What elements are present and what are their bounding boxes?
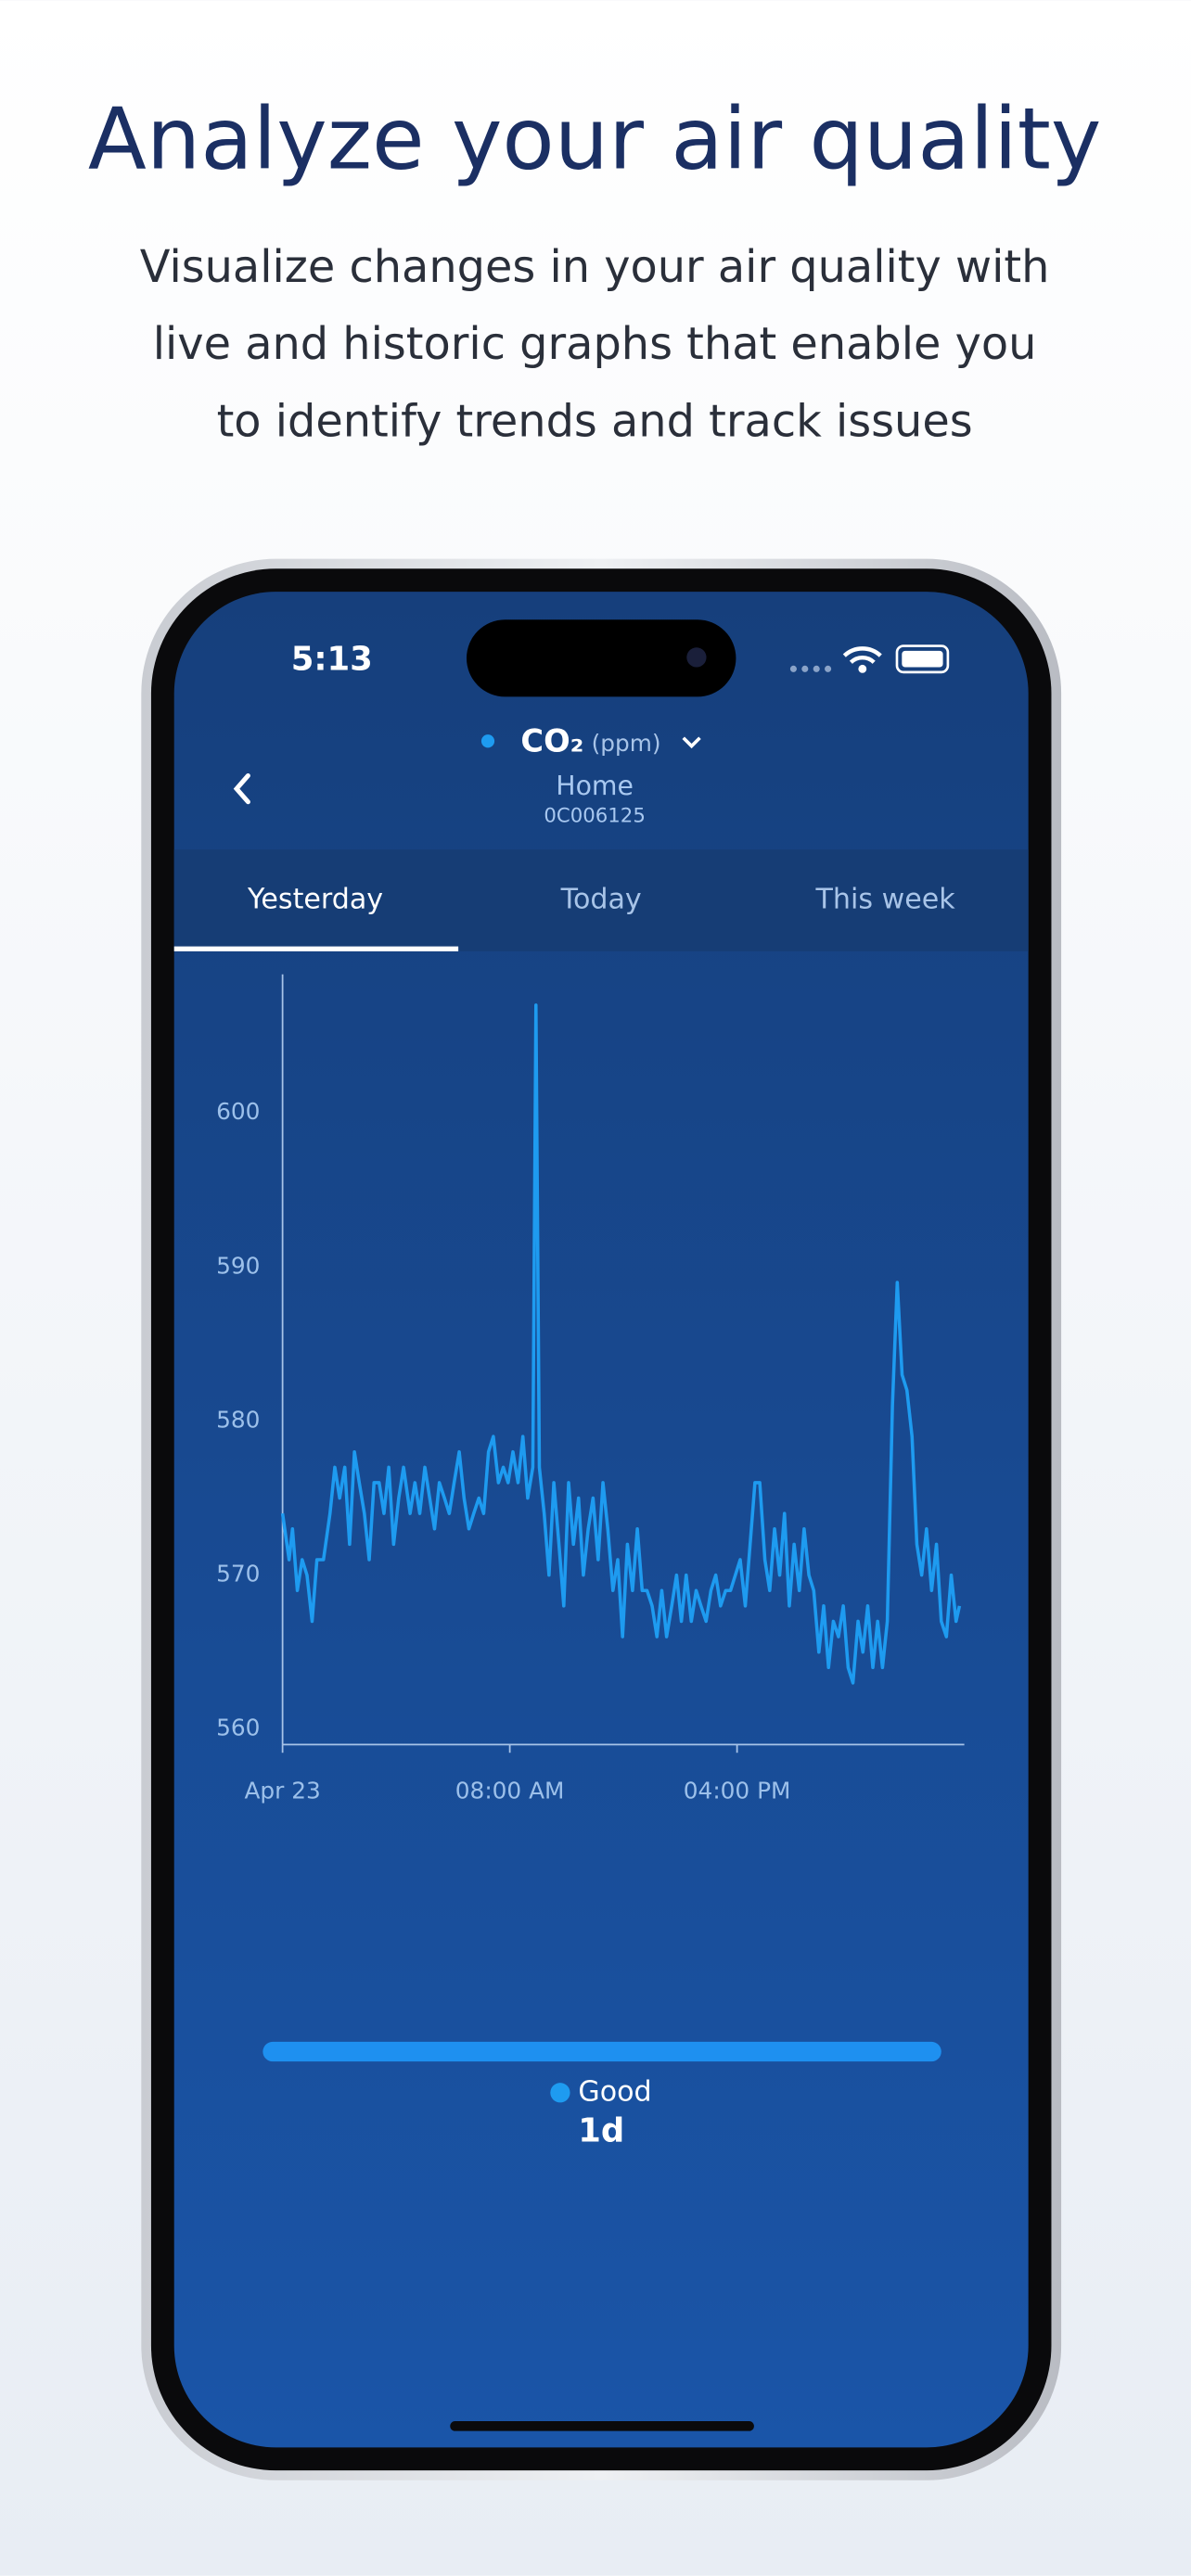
y-tick-label: 580 [216,1406,260,1433]
tab[interactable]: This week [815,884,956,916]
tab[interactable]: Today [560,884,642,916]
data-line [280,1003,962,1685]
metric-name[interactable]: CO₂ [520,723,583,759]
tab-underline [173,946,459,951]
metric-unit: (ppm) [592,730,661,757]
wifi-icon [842,646,882,664]
device-id: 0C006125 [544,805,645,828]
location: Home [556,771,634,801]
subtitle: Visualize changes in your air quality wi… [140,242,1050,293]
home-indicator [450,2421,754,2431]
dynamic-island [466,619,736,697]
legend-label: Good [578,2075,651,2108]
x-tick-label: 04:00 PM [684,1778,791,1804]
status-time: 5:13 [291,640,373,678]
tab[interactable]: Yesterday [247,884,383,916]
y-tick-label: 590 [216,1252,260,1279]
tab-bar [173,849,1029,951]
battery-level [902,650,943,668]
back-button[interactable] [233,772,250,805]
title: Analyze your air quality [88,90,1102,189]
dropdown-chevron[interactable] [682,736,701,749]
camera [686,647,707,668]
chart: 560 570 580 590 600 Apr 23 08:00 AM 04:00 PM [216,974,965,1804]
subtitle: live and historic graphs that enable you [153,319,1037,370]
x-tick-label: 08:00 AM [455,1778,565,1804]
metric-dot [480,734,495,748]
battery-icon [895,644,950,674]
y-tick-label: 570 [216,1561,260,1588]
wifi-icon [858,664,867,673]
legend-period: 1d [578,2111,624,2149]
y-tick-label: 560 [216,1715,260,1741]
x-tick-label: Apr 23 [244,1778,320,1804]
legend-dot [550,2083,570,2103]
subtitle: to identify trends and track issues [217,396,973,447]
quality-bar [263,2041,941,2062]
signal-dots [789,665,832,672]
y-tick-label: 600 [216,1098,260,1125]
